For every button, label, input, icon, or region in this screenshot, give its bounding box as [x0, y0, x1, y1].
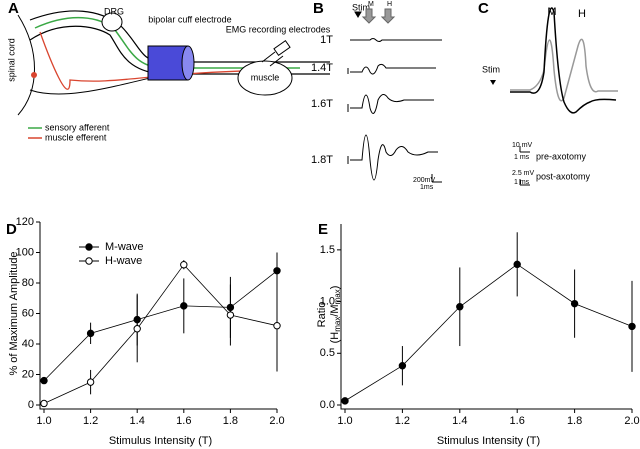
axis [39, 222, 277, 410]
trace-label: M [547, 6, 556, 18]
y-axis-label-part: ) [329, 286, 341, 290]
y-tick-label: 1.5 [320, 244, 335, 256]
data-point [180, 302, 188, 310]
axis [340, 224, 632, 410]
legend-label: M-wave [105, 241, 144, 253]
data-point [341, 397, 349, 405]
y-axis-label: % of Maximum Amplitude [8, 251, 20, 375]
data-point [398, 361, 407, 370]
legend-marker [85, 243, 93, 251]
x-axis-label: Stimulus Intensity (T) [109, 435, 212, 447]
y-tick-label: 0.5 [320, 347, 335, 359]
legend-label: H-wave [105, 255, 142, 267]
x-tick-label: 1.4 [130, 415, 145, 427]
trace-label: 1T [320, 34, 333, 46]
x-tick-label: 1.6 [176, 415, 191, 427]
y-tick-label: 40 [22, 338, 34, 350]
y-tick-label: 60 [22, 307, 34, 319]
trace-label: 1.4T [311, 62, 333, 74]
data-point [86, 329, 95, 338]
data-point [273, 322, 281, 330]
scale-label: 10 mV [512, 142, 533, 149]
scale-label: 1 ms [514, 154, 530, 161]
diagram-label: DRG [104, 6, 124, 16]
data-point [456, 303, 464, 311]
series-line [43, 264, 278, 404]
trace-label: post-axotomy [536, 171, 591, 181]
trace-label: 1.8T [311, 154, 333, 166]
y-tick-label: 80 [22, 277, 34, 289]
y-tick-label: 0.0 [320, 399, 335, 411]
x-axis-label: Stimulus Intensity (T) [437, 435, 540, 447]
y-tick-label: 0 [28, 399, 34, 411]
y-axis-label-part: max [333, 289, 342, 304]
x-tick-label: 1.8 [223, 415, 238, 427]
y-tick-label: 120 [16, 216, 34, 228]
x-tick-label: 1.0 [337, 415, 352, 427]
x-tick-label: 1.6 [510, 415, 525, 427]
y-tick-label: 1.0 [320, 295, 335, 307]
panel-label: D [6, 221, 17, 238]
x-tick-label: 2.0 [624, 415, 639, 427]
trace-label: H [387, 1, 392, 8]
trace-label: M [368, 1, 374, 8]
series-line [344, 263, 633, 402]
trace-label: 1.6T [311, 98, 333, 110]
y-axis-label-part: max [333, 317, 342, 332]
trace-label: Stim [482, 64, 500, 74]
y-tick-label: 20 [22, 368, 34, 380]
legend-marker [85, 257, 93, 265]
panel-label: E [318, 221, 328, 238]
y-tick-label: 100 [16, 246, 34, 258]
traces [490, 7, 618, 186]
y-axis-label: (Hmax/Mmax) [329, 286, 342, 344]
panel-label: A [8, 0, 19, 17]
data-point [273, 267, 281, 275]
y-axis-label-part: (H [329, 332, 341, 344]
series-line [43, 270, 278, 381]
x-tick-label: 1.8 [567, 415, 582, 427]
y-axis-label: Ratio [316, 302, 328, 328]
data-point [40, 376, 48, 385]
trace-label: H [578, 8, 586, 20]
x-tick-label: 1.2 [395, 415, 410, 427]
x-tick-label: 1.4 [452, 415, 467, 427]
data-point [226, 311, 235, 319]
legend-label: sensory afferent [45, 122, 110, 132]
data-point [40, 399, 48, 408]
scale-label: 1ms [420, 184, 434, 191]
data-point [86, 378, 95, 386]
scale-label: 1 ms [514, 179, 530, 186]
data-point [133, 325, 141, 333]
data-point [570, 299, 579, 308]
data-point [180, 261, 188, 269]
legend-label: muscle efferent [45, 132, 107, 142]
data-point [628, 322, 636, 331]
diagram-label: spinal cord [6, 38, 16, 82]
data-point [513, 260, 521, 269]
traces [347, 8, 442, 183]
trace-label: pre-axotomy [536, 151, 587, 161]
nerve-diagram [17, 10, 330, 116]
trace-label: Stim [352, 2, 370, 12]
diagram-label: muscle [251, 72, 280, 82]
panel-label: B [313, 0, 324, 17]
x-tick-label: 2.0 [269, 415, 284, 427]
diagram-label: EMG recording electrodes [226, 24, 331, 34]
diagram-label: bipolar cuff electrode [148, 14, 231, 24]
panel-label: C [478, 0, 489, 17]
y-axis-label-part: /M [329, 304, 341, 316]
scale-label: 200mV [413, 177, 436, 184]
x-tick-label: 1.2 [83, 415, 98, 427]
x-tick-label: 1.0 [36, 415, 51, 427]
scale-label: 2.5 mV [512, 170, 535, 177]
